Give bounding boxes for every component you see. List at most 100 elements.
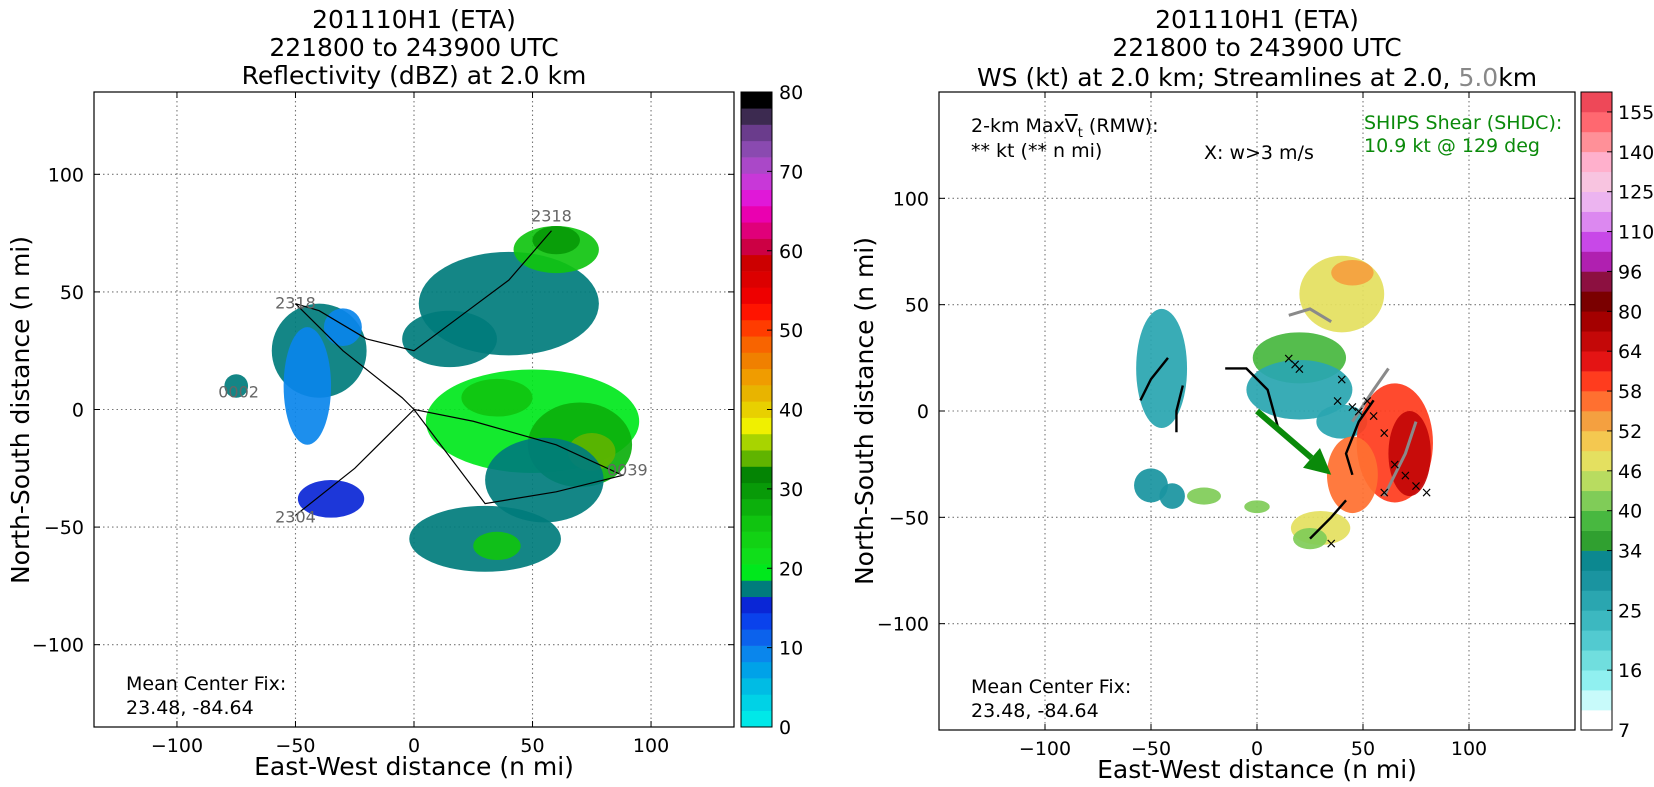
colorbar-b-swatch [1581, 351, 1612, 372]
colorbar-a-swatch [741, 254, 772, 272]
colorbar-a-swatch [741, 124, 772, 142]
colorbar-a-swatch [741, 645, 772, 663]
colorbar-a-swatch [741, 433, 772, 451]
panel-b-title-line3-unit: km [1498, 63, 1537, 92]
panel-a-title-line1: 201110H1 (ETA) [312, 5, 516, 34]
panel-b-axis-ticks: −100 −50 0 50 100 −100 −50 0 50 100 [877, 92, 1575, 760]
colorbar-a-swatch [741, 694, 772, 712]
colorbar-b-swatch [1581, 670, 1612, 691]
updraft-marker: × [1289, 357, 1301, 373]
reflectivity-echo [532, 226, 580, 255]
panel-b-x-tick-label: 0 [1251, 738, 1263, 760]
streamline-5km [1288, 307, 1332, 323]
flight-leg-label: 0002 [218, 383, 259, 402]
colorbar-a-tick-label: 30 [779, 479, 803, 501]
wind-speed-patch [1326, 436, 1378, 514]
updraft-marker: × [1353, 404, 1365, 420]
colorbar-a-swatch [741, 499, 772, 516]
panel-a-y-tick-label: 50 [60, 282, 84, 304]
panel-b-y-axis-label: North-South distance (n mi) [850, 237, 879, 585]
flight-track-line [295, 230, 625, 516]
updraft-marker: × [1361, 393, 1373, 409]
colorbar-a-swatch [741, 564, 772, 581]
colorbar-b-swatch [1581, 610, 1612, 631]
colorbar-b-swatch [1581, 231, 1612, 252]
colorbar-b-tick-label: 25 [1618, 600, 1642, 622]
colorbar-b-swatch [1581, 510, 1612, 531]
colorbar-a-swatch [741, 466, 772, 484]
colorbar-b-swatch [1581, 411, 1612, 432]
panel-b-shear-arrow [1255, 408, 1332, 475]
colorbar-a-swatch [741, 319, 772, 337]
reflectivity-echo [283, 327, 332, 445]
colorbar-b-swatch [1581, 171, 1612, 192]
colorbar-a-tick-label: 80 [779, 82, 803, 104]
colorbar-b-swatch [1581, 251, 1612, 272]
colorbar-a-swatch [741, 417, 772, 435]
wind-speed-patch [1388, 411, 1431, 497]
wind-speed-patch [1136, 308, 1188, 429]
colorbar-a-swatch [741, 222, 772, 239]
colorbar-a-swatch [741, 140, 772, 158]
colorbar-b-swatch [1581, 650, 1612, 671]
colorbar-a-swatch [741, 92, 772, 109]
panel-b-maxvt-suffix: (RMW): [1083, 115, 1159, 137]
panel-a-x-tick-label: 0 [408, 735, 420, 757]
panel-b-maxvt-line1: 2-km MaxVt (RMW): [971, 115, 1159, 141]
updraft-marker: × [1378, 485, 1390, 501]
colorbar-b-swatch [1581, 430, 1612, 452]
flight-leg-label: 2318 [531, 206, 572, 225]
panel-b-grid [939, 92, 1575, 730]
colorbar-b-swatch [1581, 331, 1612, 352]
colorbar-b-tick-label: 52 [1618, 421, 1642, 443]
updraft-marker: × [1294, 361, 1306, 377]
colorbar-b-swatch [1581, 690, 1612, 711]
panel-b-wind-speed-field [1134, 255, 1433, 550]
reflectivity-echo [224, 374, 249, 398]
colorbar-a-swatch [741, 157, 772, 174]
colorbar-b-tick-label: 58 [1618, 381, 1642, 403]
colorbar-a-tick-label: 0 [779, 717, 791, 739]
panel-b-y-tick-label: 100 [893, 188, 929, 210]
colorbar-b-swatch [1581, 191, 1612, 212]
wind-speed-patch [1187, 487, 1221, 505]
colorbar-b-swatch [1581, 630, 1612, 651]
panel-b-maxvt-subscript: t [1078, 126, 1083, 141]
colorbar-a-swatch [741, 482, 772, 500]
colorbar-b-swatch [1581, 311, 1612, 332]
colorbar-b-swatch [1581, 111, 1612, 133]
colorbar-b-swatch [1581, 490, 1612, 511]
wind-speed-patch [1159, 483, 1185, 509]
panel-a-title-line3: Reflectivity (dBZ) at 2.0 km [242, 61, 587, 90]
panel-a-center-fix-value: 23.48, -84.64 [126, 697, 254, 719]
panel-b-x-tick-label: −50 [1131, 738, 1171, 760]
colorbar-b-swatch [1581, 710, 1612, 731]
colorbar-a-tick-label: 60 [779, 241, 803, 263]
colorbar-b-swatch [1581, 271, 1612, 292]
colorbar-a-tick-label: 40 [779, 400, 803, 422]
colorbar-b-tick-label: 40 [1618, 501, 1642, 523]
colorbar-a-tick-label: 50 [779, 320, 803, 342]
colorbar-b-frame [1580, 91, 1613, 731]
streamline-5km [1351, 367, 1390, 423]
panel-a-y-tick-label: 0 [72, 400, 84, 422]
colorbar-b-tick-label: 80 [1618, 301, 1642, 323]
panel-a-leg-labels: 2318 2318 0002 0039 2304 [218, 206, 647, 526]
updraft-marker: × [1410, 478, 1422, 494]
updraft-marker: × [1368, 408, 1380, 424]
reflectivity-echo [297, 480, 365, 518]
panel-b-maxvt-symbol: V [1065, 115, 1078, 137]
panel-a-y-axis-label: North-South distance (n mi) [6, 236, 35, 584]
colorbar-a-swatch [741, 629, 772, 646]
streamline-5km [1382, 421, 1418, 497]
reflectivity-echo [473, 531, 521, 561]
colorbar-b-swatch [1581, 291, 1612, 312]
updraft-marker: × [1421, 485, 1433, 501]
wind-speed-patch [1134, 468, 1168, 503]
panel-b-center-fix-value: 23.48, -84.64 [971, 700, 1099, 722]
panel-wind-speed: 201110H1 (ETA) 221800 to 243900 UTC WS (… [850, 5, 1654, 784]
panel-b-maxvt-prefix: 2-km Max [971, 115, 1065, 137]
colorbar-a-swatch [741, 401, 772, 418]
colorbar-a-swatch [741, 547, 772, 565]
